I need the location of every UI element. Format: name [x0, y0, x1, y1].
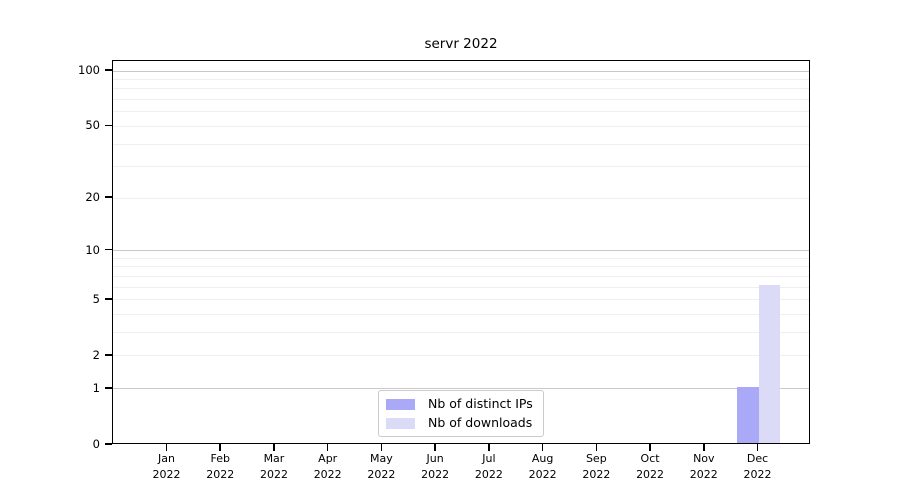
x-tick	[434, 444, 436, 451]
x-tick-label: May 2022	[367, 452, 396, 481]
gridline-minor	[113, 257, 809, 259]
gridline-minor	[113, 111, 809, 113]
x-tick-label: Aug 2022	[528, 452, 557, 481]
legend-item-distinct-ips: Nb of distinct IPs	[386, 396, 533, 412]
legend-swatch-distinct-ips	[386, 398, 415, 410]
x-tick-label: Sep 2022	[582, 452, 611, 481]
x-tick	[649, 444, 651, 451]
x-tick	[219, 444, 222, 451]
x-tick	[595, 444, 598, 451]
y-tick-label: 20	[85, 190, 100, 205]
y-tick-label: 100	[78, 63, 100, 77]
legend-label-distinct-ips: Nb of distinct IPs	[428, 396, 533, 411]
gridline-major	[113, 388, 809, 390]
bar-nb-of-distinct-ips	[737, 386, 759, 443]
gridline-minor	[113, 125, 809, 127]
x-tick	[756, 444, 759, 451]
y-tick	[105, 387, 112, 389]
x-tick-label: Jan 2022	[152, 452, 181, 481]
gridline-minor	[113, 88, 809, 90]
y-tick	[105, 297, 112, 300]
x-tick	[380, 444, 383, 451]
gridline-minor	[113, 197, 809, 199]
y-tick	[105, 196, 112, 199]
gridline-minor	[113, 355, 809, 357]
legend: Nb of distinct IPs Nb of downloads	[378, 390, 544, 437]
y-tick	[105, 124, 112, 127]
legend-swatch-downloads	[386, 417, 415, 429]
gridline-minor	[113, 332, 809, 334]
x-tick	[541, 444, 544, 451]
gridline-major	[113, 70, 809, 72]
y-tick	[105, 354, 112, 356]
x-tick-label: Nov 2022	[689, 452, 718, 481]
x-tick	[273, 444, 275, 451]
x-tick-label: Oct 2022	[636, 452, 665, 481]
x-tick-label: Feb 2022	[206, 452, 235, 481]
y-tick	[105, 69, 112, 71]
gridline-major	[113, 250, 809, 252]
legend-item-downloads: Nb of downloads	[386, 415, 533, 431]
x-tick	[165, 444, 168, 451]
x-tick-label: Dec 2022	[743, 452, 772, 481]
x-tick-label: Jul 2022	[474, 452, 503, 481]
bar-nb-of-downloads	[758, 285, 781, 443]
chart-title: servr 2022	[424, 36, 498, 52]
gridline-minor	[113, 78, 809, 80]
y-tick-label: 5	[92, 291, 100, 306]
gridline-minor	[113, 99, 809, 101]
y-tick	[105, 443, 112, 445]
y-tick-label: 10	[85, 242, 100, 257]
legend-label-downloads: Nb of downloads	[428, 415, 533, 430]
gridline-minor	[113, 266, 809, 268]
y-tick-label: 1	[92, 380, 100, 395]
x-tick-label: Apr 2022	[313, 452, 342, 481]
gridline-minor	[113, 314, 809, 316]
y-tick-label: 0	[92, 437, 100, 451]
gridline-minor	[113, 143, 809, 145]
x-tick	[488, 444, 490, 451]
gridline-minor	[113, 299, 809, 301]
x-tick	[326, 444, 329, 451]
x-tick-label: Mar 2022	[259, 452, 288, 481]
y-tick	[105, 248, 112, 251]
x-tick	[703, 444, 705, 451]
gridline-minor	[113, 166, 809, 168]
y-tick-label: 2	[92, 347, 100, 362]
gridline-minor	[113, 286, 809, 288]
plot-area: Nb of distinct IPs Nb of downloads	[112, 60, 810, 444]
gridline-minor	[113, 275, 809, 277]
bars-layer	[113, 61, 809, 443]
x-tick-label: Jun 2022	[421, 452, 450, 481]
y-tick-label: 50	[85, 118, 100, 133]
gridlines-layer	[113, 61, 809, 443]
